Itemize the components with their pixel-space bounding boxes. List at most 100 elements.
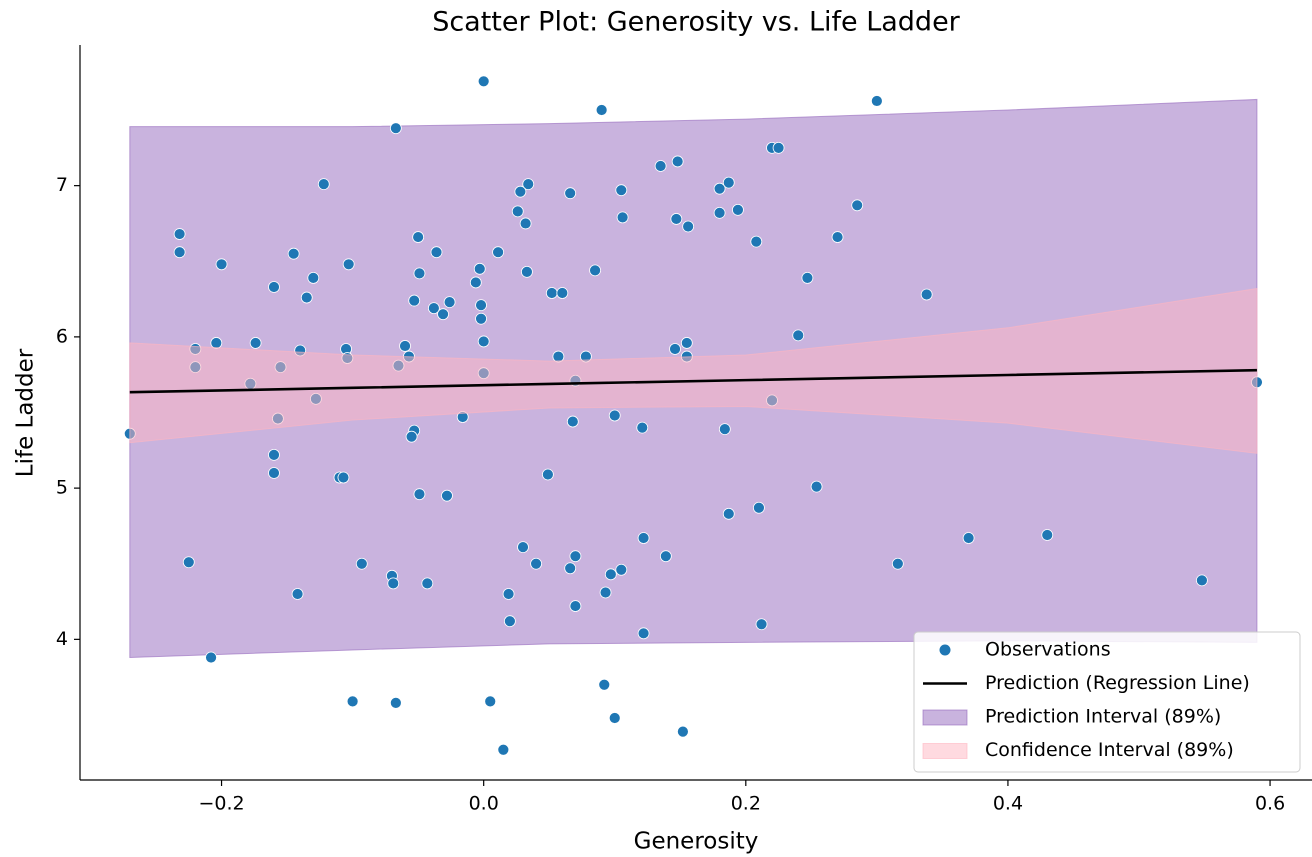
observation-point — [595, 104, 608, 116]
legend-marker — [922, 743, 968, 759]
observation-point — [437, 308, 449, 321]
observation-point — [521, 265, 533, 278]
observation-point — [545, 287, 558, 299]
observation-point — [556, 287, 569, 299]
observation-point — [502, 588, 515, 600]
observation-point — [750, 235, 763, 248]
chart-title: Scatter Plot: Generosity vs. Life Ladder — [432, 7, 960, 38]
observation-point — [722, 507, 735, 520]
x-tick-label: −0.2 — [198, 793, 244, 815]
legend-marker — [922, 709, 968, 726]
y-axis-label: Life Ladder — [13, 348, 39, 477]
legend-label: Confidence Interval (89%) — [985, 739, 1234, 761]
observation-point — [670, 213, 683, 225]
observation-point — [870, 95, 883, 107]
observation-point — [801, 272, 814, 284]
observation-point — [469, 276, 482, 289]
observation-point — [268, 281, 280, 293]
observation-point — [307, 272, 320, 284]
observation-point — [477, 335, 490, 348]
observation-point — [413, 488, 426, 501]
observation-point — [389, 696, 402, 709]
observation-point — [615, 563, 628, 576]
x-tick-label: 0.6 — [1255, 793, 1285, 815]
observation-point — [722, 176, 735, 189]
observation-point — [831, 231, 844, 243]
observation-point — [473, 262, 486, 275]
observation-point — [412, 231, 425, 243]
observation-point — [636, 421, 649, 434]
observation-point — [205, 651, 217, 664]
x-tick-label: 0.4 — [993, 793, 1023, 815]
observation-point — [755, 618, 768, 631]
observation-point — [891, 557, 904, 570]
observation-point — [430, 246, 443, 259]
observation-point — [792, 329, 805, 342]
observation-point — [564, 562, 577, 575]
observation-point — [810, 480, 823, 493]
observation-point — [413, 267, 426, 280]
observation-point — [608, 712, 621, 724]
observation-point — [718, 423, 731, 436]
observation-point — [484, 695, 497, 708]
observation-point — [268, 448, 280, 461]
observation-point — [680, 337, 693, 349]
observation-point — [387, 577, 400, 590]
regression-line — [129, 368, 1257, 394]
observation-point — [682, 220, 695, 233]
observation-point — [475, 312, 487, 325]
observation-point — [268, 467, 280, 479]
observation-point — [962, 532, 975, 544]
observation-point — [443, 296, 456, 308]
observation-point — [569, 550, 582, 563]
observation-point — [1196, 574, 1208, 587]
legend-label: Observations — [985, 639, 1111, 661]
observation-point — [1041, 529, 1054, 541]
observation-point — [522, 178, 535, 191]
observation-point — [441, 489, 453, 502]
legend-label: Prediction Interval (89%) — [985, 706, 1221, 728]
observation-point — [530, 557, 543, 570]
observation-point — [599, 586, 612, 599]
x-tick-label: 0.0 — [469, 793, 499, 815]
observation-point — [713, 182, 726, 195]
observation-point — [355, 557, 368, 570]
observation-point — [669, 343, 681, 355]
y-tick-label: 6 — [56, 325, 68, 347]
observation-point — [569, 600, 582, 612]
observation-point — [287, 247, 300, 260]
observation-point — [519, 217, 532, 230]
observation-point — [337, 471, 350, 484]
observation-point — [851, 199, 864, 212]
observation-point — [182, 556, 195, 569]
observation-point — [421, 577, 434, 590]
observation-point — [671, 155, 684, 168]
observation-point — [564, 187, 577, 200]
observation-point — [589, 264, 601, 277]
x-axis-label: Generosity — [634, 829, 759, 855]
observation-point — [427, 302, 440, 315]
observation-point — [475, 299, 487, 312]
observation-point — [637, 532, 650, 544]
y-tick-label: 7 — [56, 174, 68, 196]
observation-point — [713, 206, 726, 219]
legend-label: Prediction (Regression Line) — [985, 672, 1250, 694]
observation-point — [477, 75, 490, 88]
observation-point — [503, 615, 516, 628]
observation-point — [346, 695, 359, 708]
observation-point — [173, 228, 186, 240]
observation-point — [654, 160, 667, 172]
observation-point — [676, 725, 689, 738]
observation-point — [637, 627, 650, 640]
observation-point — [317, 178, 330, 191]
observation-point — [215, 258, 228, 271]
observation-point — [517, 541, 529, 553]
observation-point — [604, 568, 617, 581]
y-tick-label: 5 — [56, 477, 68, 499]
observation-point — [342, 258, 355, 271]
observation-point — [772, 141, 785, 154]
observation-point — [389, 122, 402, 135]
observation-point — [291, 588, 304, 600]
observation-point — [173, 246, 186, 259]
